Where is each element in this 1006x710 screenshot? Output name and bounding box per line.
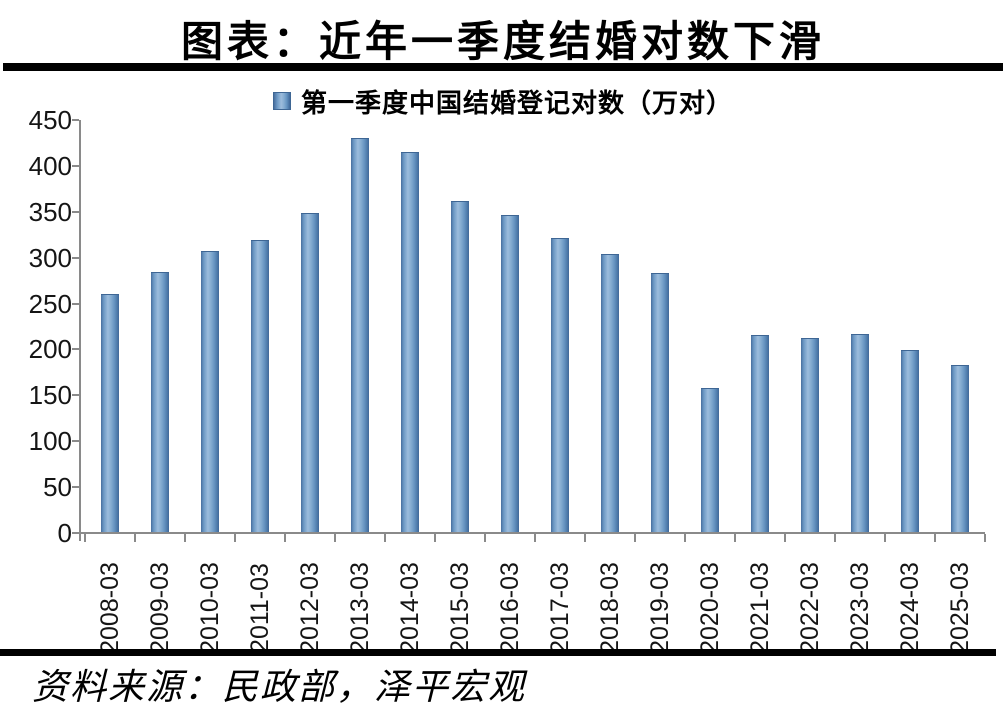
top-divider: [3, 63, 1003, 71]
x-axis-tick: [434, 534, 436, 542]
x-axis-label: 2015-03: [446, 562, 474, 654]
bar: [451, 200, 469, 532]
x-axis-label: 2020-03: [696, 562, 724, 654]
y-axis-tick: [72, 486, 79, 489]
bar: [301, 212, 319, 532]
x-axis-label: 2016-03: [496, 562, 524, 654]
x-axis-line: [79, 532, 985, 534]
legend-swatch-icon: [272, 92, 291, 110]
source-note: 资料来源：民政部，泽平宏观: [32, 667, 527, 707]
x-axis-label: 2025-03: [946, 562, 974, 654]
x-axis-tick: [584, 534, 586, 542]
x-axis-tick: [234, 534, 236, 542]
x-axis-tick: [834, 534, 836, 542]
bar-chart-plot-area: 0 50 100 150 200 250 300 350 400 450 2008-03 2009-0…: [29, 107, 986, 654]
y-axis-tick: [72, 348, 79, 351]
bar: [501, 214, 519, 532]
bar: [551, 237, 569, 532]
x-axis-label: 2011-03: [246, 563, 274, 653]
bar: [651, 272, 669, 532]
x-axis-tick: [734, 534, 736, 542]
y-axis-tick: [72, 210, 79, 213]
x-axis-label: 2023-03: [846, 562, 874, 654]
y-axis-label: 300: [28, 242, 72, 273]
y-axis-tick: [72, 394, 79, 397]
x-axis-tick: [884, 534, 886, 542]
legend: 第一季度中国结婚登记对数（万对）: [0, 86, 1006, 118]
bar: [201, 250, 219, 532]
x-axis-label: 2022-03: [796, 562, 824, 654]
x-axis-tick: [284, 534, 286, 542]
x-axis-label: 2010-03: [196, 562, 224, 654]
bar: [601, 254, 619, 532]
bar: [901, 350, 919, 532]
x-axis-tick: [934, 534, 936, 542]
y-axis-tick: [72, 440, 79, 443]
y-axis-label: 0: [57, 518, 72, 548]
bar: [151, 271, 169, 532]
bar: [251, 239, 269, 532]
x-axis-label: 2017-03: [546, 562, 574, 654]
x-axis-label: 2014-03: [396, 562, 424, 654]
x-axis-label: 2009-03: [146, 562, 174, 654]
bar: [751, 335, 769, 532]
x-axis-label: 2024-03: [896, 562, 924, 654]
x-axis-tick: [684, 534, 686, 542]
x-axis-label: 2008-03: [96, 562, 124, 654]
x-axis-tick: [534, 534, 536, 542]
bar: [701, 388, 719, 532]
y-axis-label: 100: [28, 426, 72, 457]
y-axis-tick: [72, 164, 79, 167]
x-axis-tick: [334, 534, 336, 542]
x-axis-tick: [134, 534, 136, 542]
x-axis-label: 2012-03: [296, 562, 324, 654]
x-axis-label: 2019-03: [646, 562, 674, 654]
x-axis-tick: [384, 534, 386, 542]
bar: [851, 333, 869, 532]
x-axis-tick: [634, 534, 636, 542]
y-axis-label: 350: [28, 196, 72, 227]
x-axis-label: 2013-03: [346, 562, 374, 654]
bar: [401, 151, 419, 532]
y-axis-label: 400: [28, 150, 72, 181]
x-axis-label: 2021-03: [746, 562, 774, 654]
y-axis-label: 50: [43, 472, 72, 503]
bar: [101, 294, 119, 532]
x-axis-tick: [784, 534, 786, 542]
bottom-divider: [0, 649, 996, 656]
bar: [951, 364, 969, 532]
x-axis-tick: [484, 534, 486, 542]
y-axis-label: 150: [28, 380, 72, 411]
y-axis-label: 450: [28, 105, 72, 135]
y-axis-tick: [72, 302, 79, 305]
y-axis-label: 200: [28, 334, 72, 365]
x-axis-tick: [984, 534, 986, 542]
bar: [351, 138, 369, 532]
chart-title: 图表：近年一季度结婚对数下滑: [180, 20, 825, 66]
y-axis-label: 250: [28, 288, 72, 319]
x-axis-tick: [184, 534, 186, 542]
y-axis-tick: [72, 119, 79, 121]
x-axis-label: 2018-03: [596, 562, 624, 654]
y-axis-line: [79, 120, 81, 541]
y-axis-tick: [72, 532, 79, 534]
y-axis-tick: [72, 256, 79, 259]
x-axis-tick: [84, 534, 86, 542]
bar: [801, 337, 819, 532]
legend-label: 第一季度中国结婚登记对数（万对）: [300, 88, 733, 118]
